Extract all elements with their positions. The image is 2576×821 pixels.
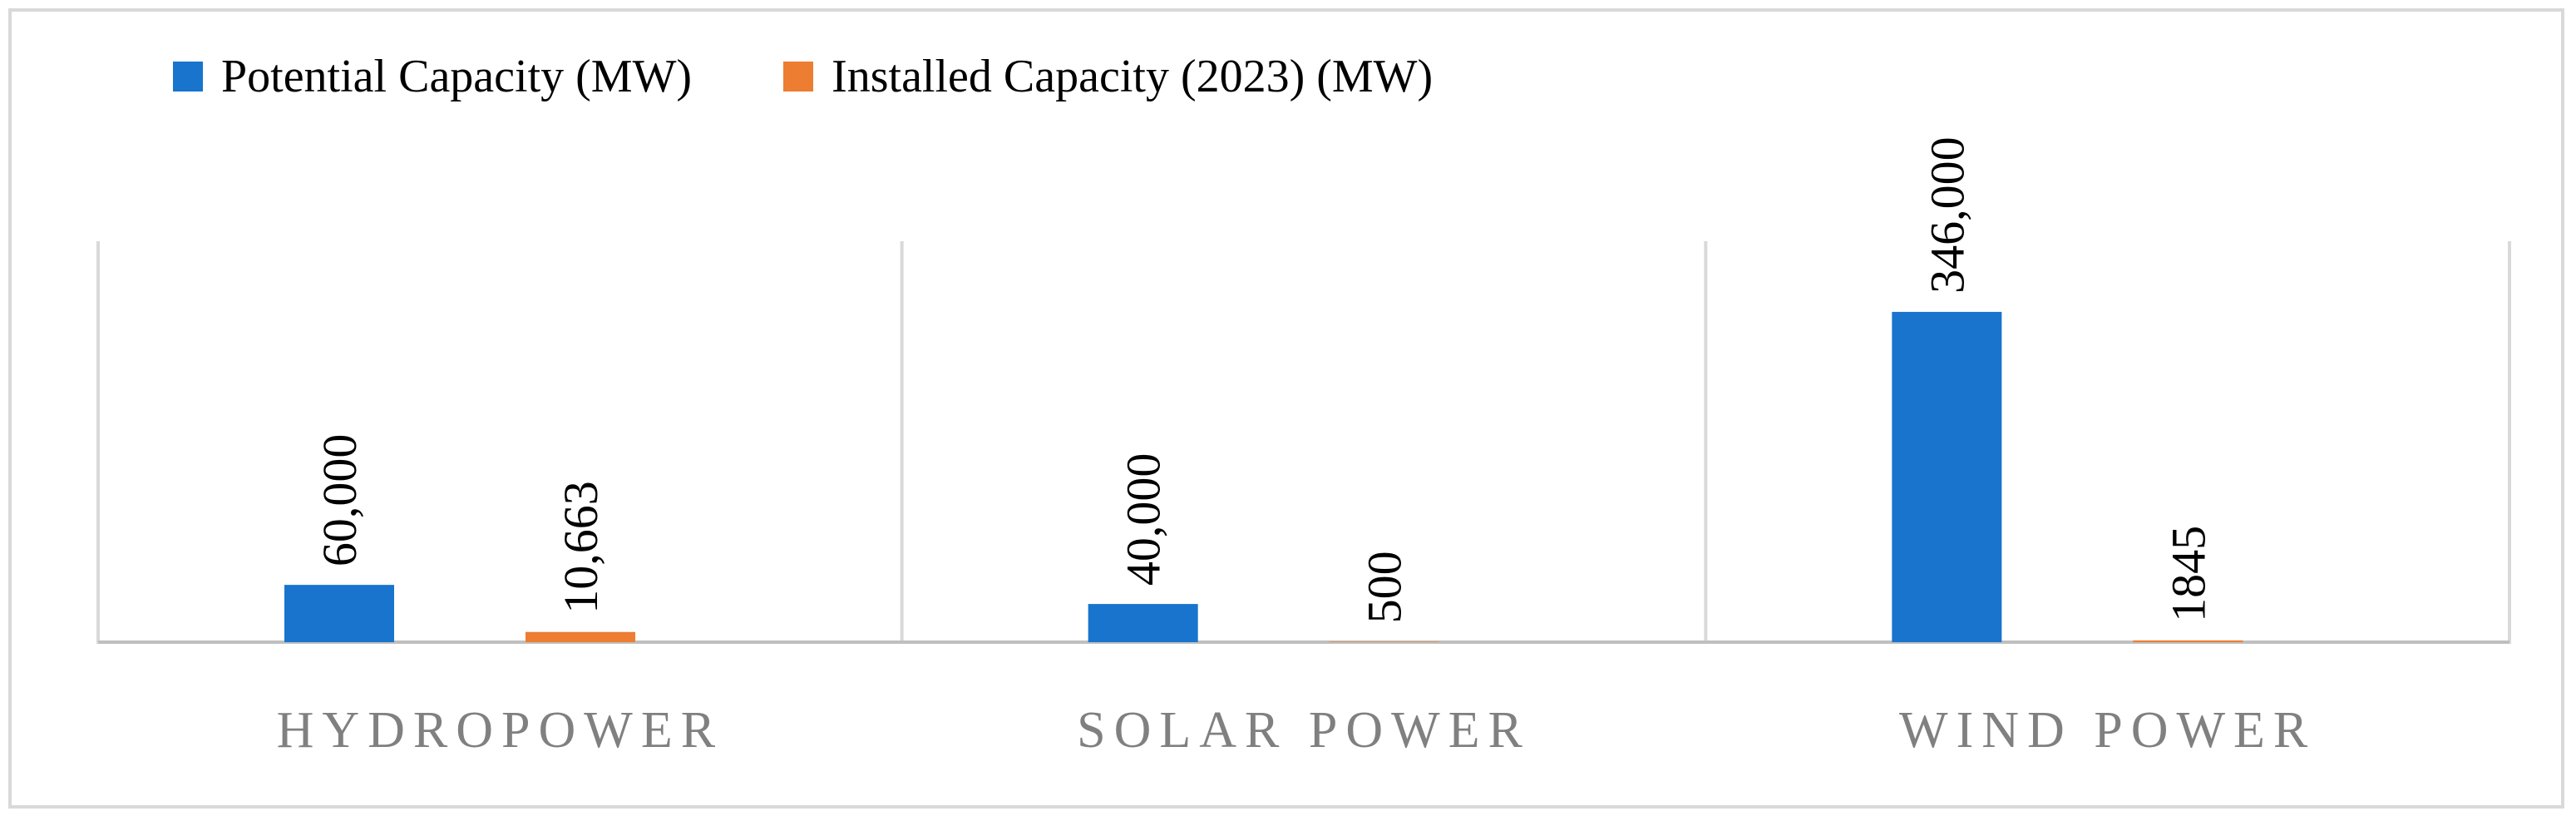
- data-label-installed-2: 1845: [2161, 526, 2215, 622]
- data-label-installed-0: 10,663: [554, 481, 608, 614]
- legend-item-potential: Potential Capacity (MW): [173, 50, 692, 103]
- data-label-potential-1: 40,000: [1117, 453, 1171, 586]
- chart-frame: [8, 8, 2564, 809]
- data-label-potential-2: 346,000: [1920, 136, 1974, 294]
- category-label-1: SOLAR POWER: [1077, 702, 1531, 759]
- bar-installed-1: [1329, 641, 1439, 642]
- category-label-0: HYDROPOWER: [277, 702, 723, 759]
- bar-installed-0: [526, 631, 635, 642]
- legend: Potential Capacity (MW) Installed Capaci…: [173, 43, 1524, 110]
- data-label-installed-1: 500: [1358, 551, 1412, 623]
- legend-label-potential: Potential Capacity (MW): [221, 51, 693, 102]
- category-label-2: WIND POWER: [1899, 702, 2316, 759]
- data-label-potential-0: 60,000: [313, 434, 367, 567]
- bar-potential-1: [1088, 604, 1198, 642]
- legend-swatch-potential: [173, 62, 203, 91]
- bar-installed-2: [2133, 640, 2243, 642]
- legend-label-installed: Installed Capacity (2023) (MW): [832, 51, 1434, 102]
- legend-item-installed: Installed Capacity (2023) (MW): [783, 50, 1433, 103]
- bar-potential-2: [1892, 311, 2002, 642]
- bar-potential-0: [284, 585, 394, 642]
- legend-swatch-installed: [783, 62, 814, 91]
